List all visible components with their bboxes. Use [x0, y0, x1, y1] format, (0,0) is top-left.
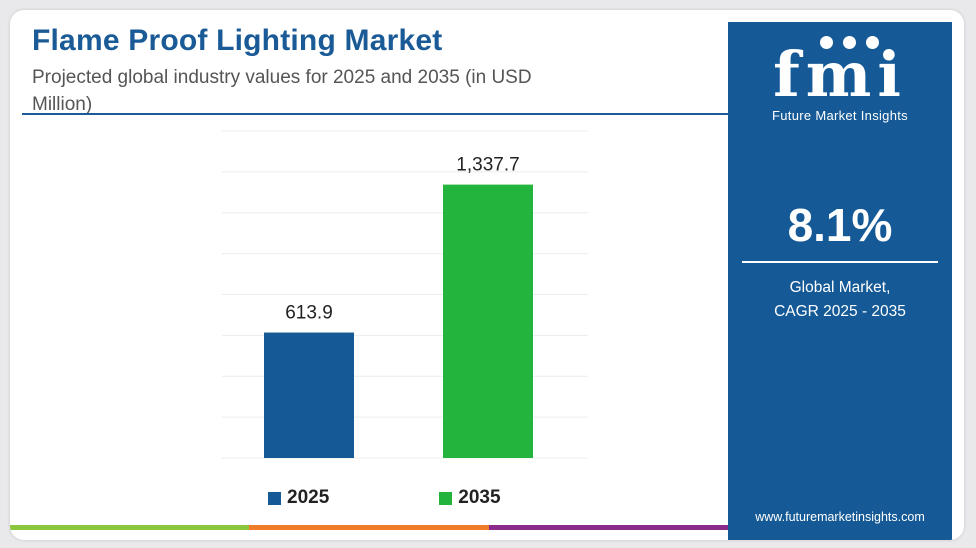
bottom-color-strip — [10, 525, 728, 530]
chart-value-labels: 613.9 1,337.7 — [285, 155, 519, 324]
page-title: Flame Proof Lighting Market — [32, 24, 443, 57]
strip-segment-green — [10, 525, 250, 530]
strip-segment-purple — [488, 525, 728, 530]
infographic-card: Flame Proof Lighting Market Projected gl… — [10, 10, 964, 540]
bar-chart: 613.9 1,337.7 — [222, 130, 588, 459]
panel-divider — [742, 261, 938, 263]
legend-item-2025: 2025 — [268, 487, 329, 509]
bar-2025 — [264, 332, 354, 458]
legend-swatch-2025 — [268, 491, 281, 505]
chart-legend: 2025 2035 — [268, 487, 501, 509]
cagr-label-line2: CAGR 2025 - 2035 — [774, 303, 906, 320]
fmi-logo: fmi — [773, 38, 907, 111]
logo-people-icon — [820, 36, 879, 49]
cagr-label: Global Market, CAGR 2025 - 2035 — [728, 276, 952, 324]
legend-label-2035: 2035 — [458, 487, 501, 508]
chart-bars — [264, 184, 533, 459]
value-label-2035: 1,337.7 — [456, 155, 519, 176]
legend-label-2025: 2025 — [287, 487, 330, 508]
website-link[interactable]: www.futuremarketinsights.com — [755, 510, 925, 524]
cagr-label-line1: Global Market, — [789, 279, 891, 296]
logo-subtitle: Future Market Insights — [772, 108, 908, 123]
value-label-2025: 613.9 — [285, 303, 333, 324]
bar-2035 — [443, 184, 533, 459]
legend-swatch-2035 — [439, 491, 453, 505]
title-divider — [22, 113, 728, 115]
stats-panel: fmi Future Market Insights 8.1% Global M… — [728, 22, 952, 540]
cagr-value: 8.1% — [787, 199, 893, 251]
legend-item-2035: 2035 — [439, 487, 501, 509]
page-subtitle: Projected global industry values for 202… — [32, 67, 532, 115]
strip-segment-orange — [249, 525, 489, 530]
